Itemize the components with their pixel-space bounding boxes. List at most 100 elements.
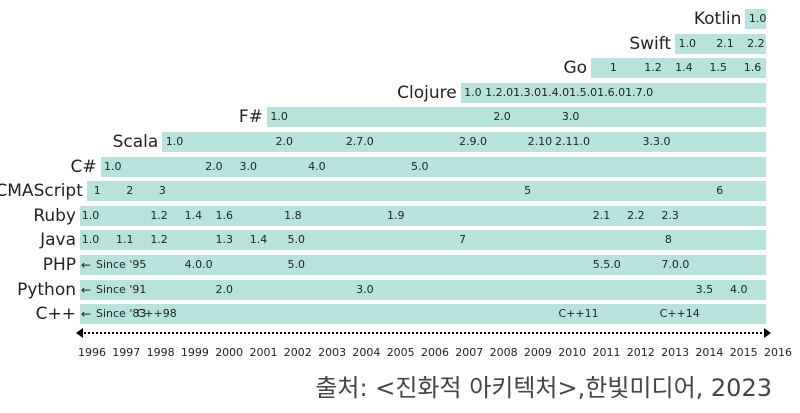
version-label: 4.0.0: [184, 258, 213, 271]
left-arrow-icon: ←: [81, 258, 92, 272]
axis-year-label: 2009: [523, 346, 552, 359]
version-label: 1.2: [150, 233, 168, 247]
axis-year-label: 2004: [352, 346, 381, 359]
version-label: 1.9: [386, 208, 405, 222]
version-label: C++14: [659, 307, 700, 321]
version-label: 3.5: [695, 282, 714, 296]
version-label: 7.0.0: [661, 258, 690, 271]
version-label: 1.2: [644, 61, 662, 75]
version-label: 1.0: [270, 110, 288, 124]
version-label: 1.0: [81, 208, 100, 222]
version-label: 2.1: [716, 36, 734, 50]
language-label-python: Python: [17, 279, 76, 300]
timeline-bar-csharp: [100, 156, 766, 177]
timeline-bar-ecmascript: [86, 181, 766, 202]
axis-year-label: 2001: [249, 346, 278, 359]
version-label: 3.3.0: [642, 135, 671, 148]
axis-year-label: 2005: [386, 346, 415, 359]
version-label: 2.3: [661, 208, 679, 222]
left-arrow-icon: ←: [81, 282, 92, 297]
version-label: 1.1: [116, 233, 134, 247]
timeline-bar-cpp: [80, 304, 766, 325]
language-label-go: Go: [563, 58, 588, 79]
version-label: 1.0: [165, 135, 184, 148]
version-label: 2.2: [627, 208, 645, 222]
left-arrow-icon: ←: [81, 307, 92, 322]
version-label: 1.0: [748, 12, 767, 25]
axis-right-arrow: [764, 328, 771, 338]
version-label: 2.11.0: [555, 135, 591, 148]
axis-year-label: 2003: [318, 346, 347, 359]
version-label: 1.0 1.2.01.3.01.4.01.5.01.6.01.7.0: [464, 85, 654, 99]
version-label: 5.0: [410, 159, 429, 173]
version-label: 8: [664, 233, 672, 247]
axis-year-label: 2002: [283, 346, 312, 359]
version-label: 1.5: [709, 61, 727, 75]
version-label: 5.0: [287, 258, 306, 271]
axis-year-label: 2006: [421, 346, 449, 359]
axis-year-label: 2015: [729, 346, 758, 359]
version-label: 2.9.0: [459, 135, 487, 148]
language-label-ruby: Ruby: [33, 205, 76, 226]
version-label: 2.7.0: [345, 135, 374, 148]
version-label: 1.2: [150, 208, 168, 222]
since-label: Since '91: [96, 282, 147, 296]
axis-year-label: 1998: [146, 346, 175, 359]
version-label: 3.0: [561, 110, 580, 124]
version-label: C++11: [558, 307, 599, 321]
version-label: 4.0: [729, 282, 748, 296]
axis-year-label: 2010: [558, 346, 587, 359]
version-label: 2.1: [592, 208, 611, 222]
axis-year-label: 2012: [626, 346, 655, 359]
timeline-bar-go: [591, 58, 766, 79]
language-label-fsharp: F#: [238, 107, 263, 128]
axis-year-label: 2014: [695, 346, 724, 359]
axis-left-arrow: [76, 328, 83, 338]
axis-year-label: 1999: [180, 346, 209, 359]
language-label-clojure: Clojure: [397, 82, 457, 103]
version-label: 1.4: [184, 208, 203, 222]
version-label: 5: [524, 184, 532, 198]
version-label: 6: [716, 184, 724, 198]
version-label: 5.0: [287, 233, 306, 247]
language-label-cpp: C++: [35, 304, 76, 325]
axis-year-label: 2008: [489, 346, 518, 359]
axis-year-label: 1996: [78, 346, 106, 359]
version-label: 5.5.0: [592, 258, 621, 271]
version-label: 2.0: [205, 159, 223, 173]
timeline-bar-php: [80, 255, 766, 275]
language-label-scala: Scala: [112, 132, 159, 152]
timeline-bar-ruby: [80, 205, 766, 226]
version-label: 1.3: [215, 233, 233, 247]
version-label: 3: [158, 184, 166, 198]
axis-year-label: 2011: [592, 346, 621, 359]
language-label-php: PHP: [42, 255, 76, 275]
timeline-bar-python: [80, 279, 766, 300]
axis-year-label: 2000: [215, 346, 244, 359]
axis-year-label: 2007: [455, 346, 484, 359]
version-label: 1: [609, 61, 617, 75]
since-label: Since '83: [96, 307, 147, 321]
language-label-kotlin: Kotlin: [693, 9, 742, 29]
timeline-bar-clojure: [460, 82, 766, 103]
version-label: 2.10: [527, 135, 553, 148]
version-label: 1.4: [675, 61, 693, 75]
version-label: 4.0: [308, 159, 326, 173]
axis-year-label: 2013: [661, 346, 690, 359]
timeline-bar-scala: [162, 132, 766, 152]
since-label: Since '95: [96, 258, 147, 271]
version-label: 1.6: [743, 61, 762, 75]
version-label: 1.4: [249, 233, 268, 247]
language-label-ecmascript: ECMAScript: [0, 181, 83, 202]
version-label: 7: [459, 233, 466, 247]
language-label-java: Java: [40, 230, 76, 251]
timeline-bar-swift: [675, 33, 766, 54]
version-label: 1.0: [104, 159, 122, 173]
language-label-swift: Swift: [629, 33, 672, 54]
version-label: 2.2: [747, 36, 765, 50]
version-label: 2: [126, 184, 134, 198]
version-label: 1: [93, 184, 101, 198]
timeline-bar-java: [80, 230, 766, 251]
axis-year-label: 2016: [764, 346, 792, 359]
